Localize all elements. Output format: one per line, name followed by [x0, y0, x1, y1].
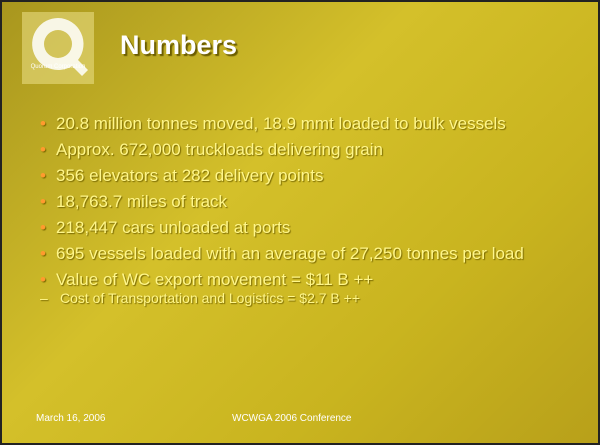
footer-event: WCWGA 2006 Conference	[232, 413, 352, 424]
footer-date: March 16, 2006	[36, 413, 106, 424]
bullet-list: 20.8 million tonnes moved, 18.9 mmt load…	[40, 114, 580, 313]
logo-text: Quorum Corporation	[30, 64, 86, 70]
bullet: 218,447 cars unloaded at ports	[40, 218, 580, 238]
sub-bullet: Cost of Transportation and Logistics = $…	[40, 290, 580, 307]
bullet: Value of WC export movement = $11 B ++	[40, 270, 580, 290]
bullet: 18,763.7 miles of track	[40, 192, 580, 212]
slide-title: Numbers	[120, 30, 238, 60]
bullet: Approx. 672,000 truckloads delivering gr…	[40, 140, 580, 160]
logo	[22, 12, 94, 84]
bullet: 695 vessels loaded with an average of 27…	[40, 244, 580, 264]
bullet: 356 elevators at 282 delivery points	[40, 166, 580, 186]
bullet: 20.8 million tonnes moved, 18.9 mmt load…	[40, 114, 580, 134]
